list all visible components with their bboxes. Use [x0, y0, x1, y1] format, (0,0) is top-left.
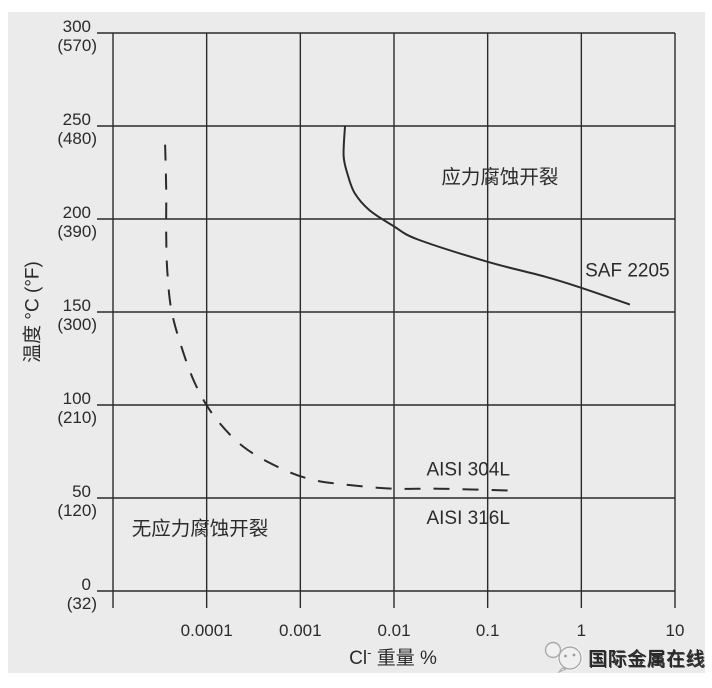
y-axis-title: 温度 °C (°F)	[22, 261, 44, 363]
y-tick-label-c: 150	[63, 296, 91, 315]
x-tick-label: 0.01	[377, 621, 410, 640]
x-axis-title-base: Cl	[349, 648, 367, 669]
x-tick-label: 0.1	[476, 621, 500, 640]
y-tick-label-c: 100	[63, 389, 91, 408]
chart-panel	[8, 12, 705, 673]
x-tick-label: 10	[666, 621, 685, 640]
x-axis-title-rest: 重量 %	[371, 647, 437, 669]
watermark-text-shadow: 国际金属在线	[589, 649, 706, 671]
y-axis-tick-labels: 300(570) 250(480) 200(390) 150(300) 100(210)…	[57, 17, 97, 613]
aisi-304l-aisi-316l-curve	[164, 144, 512, 492]
y-tick-label-f: (390)	[57, 222, 97, 241]
y-tick-label-c: 250	[63, 110, 91, 129]
x-tick-label: 0.0001	[181, 621, 233, 640]
chart-label: 应力腐蚀开裂	[441, 167, 558, 189]
y-tick-label-f: (120)	[57, 501, 97, 520]
x-axis-title: Cl- 重量 %	[349, 645, 437, 669]
wechat-icon-eye-right	[572, 653, 576, 657]
curve-and-region-labels: 应力腐蚀开裂 SAF 2205 AISI 304L AISI 316L 无应力腐蚀开裂	[132, 167, 670, 541]
x-tick-label: 0.001	[279, 621, 322, 640]
y-tick-label-c: 200	[63, 203, 91, 222]
y-tick-label-f: (300)	[57, 315, 97, 334]
x-axis-title-superscript: -	[367, 645, 371, 660]
chart-label: AISI 316L	[426, 508, 509, 529]
y-tick-label-f: (570)	[57, 36, 97, 55]
y-tick-label-c: 300	[63, 17, 91, 36]
y-tick-label-c: 50	[72, 482, 91, 501]
chart-label: SAF 2205	[585, 261, 670, 282]
wechat-icon-big-bubble-outline	[558, 646, 582, 670]
chart-label: AISI 304L	[426, 460, 509, 481]
y-tick-label-f: (480)	[57, 129, 97, 148]
wechat-icon-tail	[557, 667, 568, 674]
curves	[164, 125, 631, 492]
saf-2205-curve	[342, 125, 631, 306]
wechat-icon-small-bubble	[544, 641, 562, 659]
x-axis-tick-labels: 0.0001 0.001 0.01 0.1 1 10	[181, 621, 685, 640]
chart-label: 无应力腐蚀开裂	[132, 518, 269, 540]
y-tick-label-c: 0	[82, 575, 91, 594]
x-tick-label: 1	[577, 621, 586, 640]
watermark-text: 国际金属在线	[588, 648, 705, 670]
grid	[97, 32, 676, 608]
y-tick-label-f: (32)	[67, 594, 97, 613]
y-tick-label-f: (210)	[57, 408, 97, 427]
watermark: 国际金属在线 国际金属在线	[544, 641, 706, 674]
wechat-icon	[544, 641, 583, 674]
wechat-icon-eye-left	[564, 654, 567, 658]
